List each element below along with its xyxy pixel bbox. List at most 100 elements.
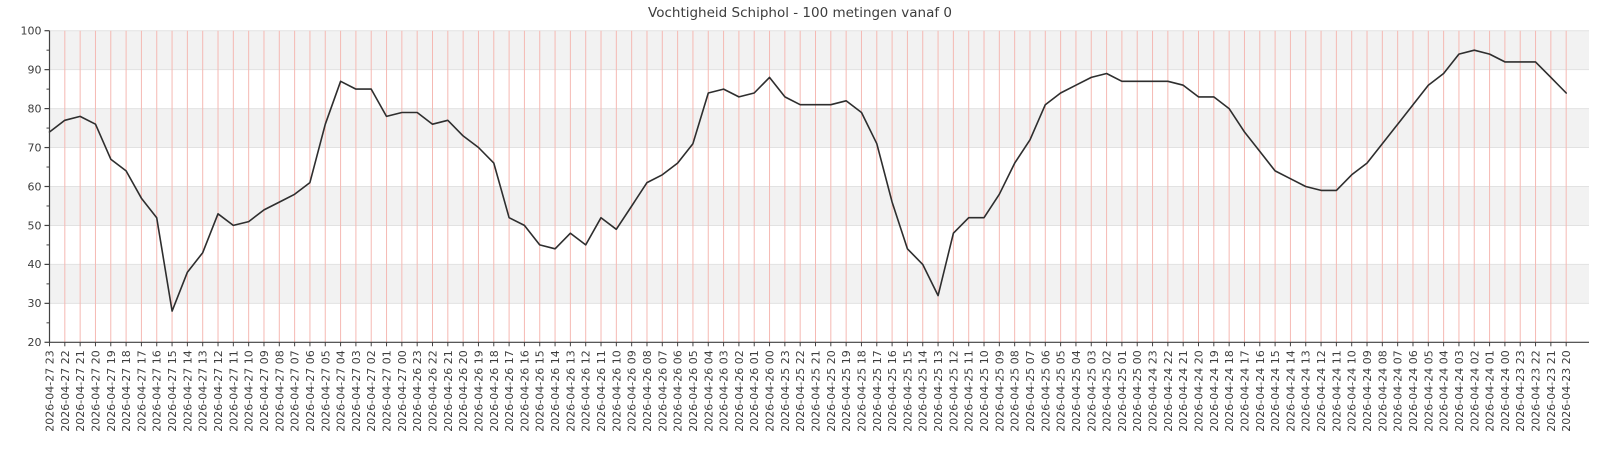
x-tick-label: 2026-04-26 18 (488, 350, 501, 431)
x-tick-label: 2026-04-24 21 (1177, 350, 1190, 431)
chart-title: Vochtigheid Schiphol - 100 metingen vana… (648, 5, 952, 21)
humidity-line (48, 49, 1567, 312)
x-tick-label: 2026-04-23 21 (1545, 350, 1558, 431)
x-tick-label: 2026-04-27 03 (350, 350, 363, 431)
x-tick-label: 2026-04-25 17 (871, 350, 884, 431)
x-tick-label: 2026-04-24 18 (1223, 350, 1236, 431)
x-tick-label: 2026-04-26 02 (733, 350, 746, 431)
x-tick-label: 2026-04-24 15 (1269, 350, 1282, 431)
x-tick-label: 2026-04-27 00 (396, 350, 409, 431)
x-tick-label: 2026-04-26 12 (580, 350, 593, 431)
x-tick-label: 2026-04-24 04 (1438, 350, 1451, 431)
x-tick-label: 2026-04-25 16 (886, 350, 899, 431)
x-tick-label: 2026-04-26 07 (656, 350, 669, 431)
x-gridlines (49, 30, 1567, 343)
x-tick-label: 2026-04-25 02 (1101, 350, 1114, 431)
plot-band (49, 186, 1589, 226)
y-tick-label: 50 (28, 219, 42, 232)
x-tick-label: 2026-04-26 00 (764, 350, 777, 431)
x-tick-label: 2026-04-23 22 (1530, 350, 1543, 431)
x-tick-label: 2026-04-25 06 (1039, 350, 1052, 431)
x-tick-label: 2026-04-25 04 (1070, 350, 1083, 431)
x-tick-label: 2026-04-24 14 (1284, 350, 1297, 431)
x-tick-label: 2026-04-25 22 (794, 350, 807, 431)
x-tick-label: 2026-04-26 08 (641, 350, 654, 431)
y-tick-label: 40 (28, 258, 42, 271)
x-tick-label: 2026-04-26 22 (427, 350, 440, 431)
x-tick-label: 2026-04-26 15 (534, 350, 547, 431)
x-tick-label: 2026-04-25 18 (855, 350, 868, 431)
x-tick-label: 2026-04-26 01 (748, 350, 761, 431)
x-tick-label: 2026-04-27 11 (227, 350, 240, 431)
x-tick-label: 2026-04-27 01 (381, 350, 394, 431)
x-tick-label: 2026-04-24 16 (1254, 350, 1267, 431)
x-tick-label: 2026-04-26 04 (702, 350, 715, 431)
x-tick-label: 2026-04-27 06 (304, 350, 317, 431)
x-tick-label: 2026-04-27 13 (197, 350, 210, 431)
x-tick-label: 2026-04-24 00 (1499, 350, 1512, 431)
x-tick-label: 2026-04-25 08 (1009, 350, 1022, 431)
x-tick-label: 2026-04-27 08 (273, 350, 286, 431)
y-tick-label: 70 (28, 141, 42, 154)
x-tick-label: 2026-04-24 20 (1193, 350, 1206, 431)
x-tick-label: 2026-04-25 11 (963, 350, 976, 431)
background-bands (49, 30, 1589, 343)
y-tick-label: 30 (28, 297, 42, 310)
x-tick-label: 2026-04-24 10 (1346, 350, 1359, 431)
x-tick-label: 2026-04-26 11 (595, 350, 608, 431)
x-tick-label: 2026-04-25 00 (1131, 350, 1144, 431)
x-tick-label: 2026-04-27 21 (74, 350, 87, 431)
x-tick-label: 2026-04-24 05 (1422, 350, 1435, 431)
y-tick-label: 20 (28, 336, 42, 349)
x-tick-label: 2026-04-27 15 (166, 350, 179, 431)
x-tick-label: 2026-04-24 13 (1300, 350, 1313, 431)
plot-band (49, 264, 1589, 304)
plot-band (49, 69, 1589, 109)
x-tick-label: 2026-04-26 20 (457, 350, 470, 431)
x-tick-label: 2026-04-27 19 (105, 350, 118, 431)
x-tick-label: 2026-04-25 12 (947, 350, 960, 431)
x-tick-label: 2026-04-27 20 (89, 350, 102, 431)
x-tick-label: 2026-04-25 10 (978, 350, 991, 431)
x-tick-label: 2026-04-24 12 (1315, 350, 1328, 431)
x-tick-label: 2026-04-25 15 (901, 350, 914, 431)
x-tick-label: 2026-04-27 04 (335, 350, 348, 431)
x-tick-label: 2026-04-27 02 (365, 350, 378, 431)
plot-band (49, 225, 1589, 265)
plot-band (49, 108, 1589, 148)
plot-band (49, 30, 1589, 70)
x-tick-label: 2026-04-27 14 (181, 350, 194, 431)
x-tick-label: 2026-04-26 13 (564, 350, 577, 431)
x-tick-label: 2026-04-27 09 (258, 350, 271, 431)
x-tick-label: 2026-04-26 16 (518, 350, 531, 431)
x-tick-label: 2026-04-27 22 (59, 350, 72, 431)
x-tick-label: 2026-04-27 12 (212, 350, 225, 431)
x-tick-label: 2026-04-25 23 (779, 350, 792, 431)
x-tick-label: 2026-04-26 09 (626, 350, 639, 431)
x-tick-label: 2026-04-25 13 (932, 350, 945, 431)
plot-band (49, 303, 1589, 343)
x-tick-label: 2026-04-27 10 (243, 350, 256, 431)
x-tick-label: 2026-04-25 21 (810, 350, 823, 431)
x-tick-label: 2026-04-24 09 (1361, 350, 1374, 431)
x-tick-label: 2026-04-27 17 (135, 350, 148, 431)
x-tick-label: 2026-04-24 02 (1468, 350, 1481, 431)
x-tick-label: 2026-04-23 20 (1560, 350, 1573, 431)
x-tick-label: 2026-04-25 05 (1055, 350, 1068, 431)
y-tick-label: 60 (28, 180, 42, 193)
x-tick-label: 2026-04-24 01 (1484, 350, 1497, 431)
x-tick-label: 2026-04-26 21 (442, 350, 455, 431)
y-tick-label: 80 (28, 102, 42, 115)
x-tick-label: 2026-04-24 22 (1162, 350, 1175, 431)
x-tick-label: 2026-04-26 05 (687, 350, 700, 431)
x-tick-label: 2026-04-26 19 (472, 350, 485, 431)
plot-band (49, 147, 1589, 187)
y-tick-label: 100 (21, 25, 42, 38)
x-tick-label: 2026-04-27 23 (44, 350, 57, 431)
x-tick-label: 2026-04-25 03 (1085, 350, 1098, 431)
x-tick-label: 2026-04-25 01 (1116, 350, 1129, 431)
x-tick-label: 2026-04-27 07 (289, 350, 302, 431)
